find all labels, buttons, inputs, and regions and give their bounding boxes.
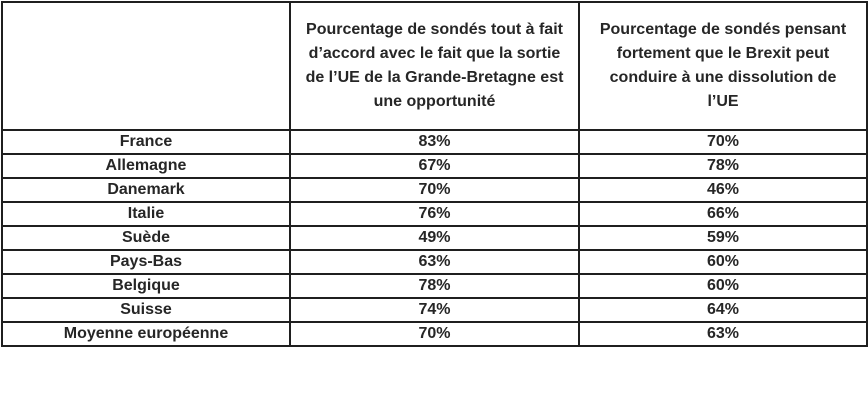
dissolution-value-cell: 60% (578, 273, 868, 299)
table-row: Allemagne 67% 78% (1, 153, 868, 179)
country-cell: Allemagne (1, 153, 291, 179)
opportunity-value-cell: 70% (289, 321, 580, 347)
table-row: Italie 76% 66% (1, 201, 868, 227)
opportunity-value-cell: 74% (289, 297, 580, 323)
table-row: Suisse 74% 64% (1, 297, 868, 323)
dissolution-value-cell: 46% (578, 177, 868, 203)
opportunity-value-cell: 83% (289, 129, 580, 155)
country-cell: Belgique (1, 273, 291, 299)
dissolution-value-cell: 78% (578, 153, 868, 179)
dissolution-value-cell: 70% (578, 129, 868, 155)
opportunity-value-cell: 76% (289, 201, 580, 227)
table-row: Pays-Bas 63% 60% (1, 249, 868, 275)
dissolution-value-cell: 64% (578, 297, 868, 323)
dissolution-value-cell: 66% (578, 201, 868, 227)
country-cell: Danemark (1, 177, 291, 203)
table-row: Suède 49% 59% (1, 225, 868, 251)
opportunity-value-cell: 63% (289, 249, 580, 275)
table-row: Danemark 70% 46% (1, 177, 868, 203)
dissolution-value-cell: 59% (578, 225, 868, 251)
table-row: Belgique 78% 60% (1, 273, 868, 299)
dissolution-value-cell: 60% (578, 249, 868, 275)
dissolution-value-cell: 63% (578, 321, 868, 347)
country-cell: Suisse (1, 297, 291, 323)
country-cell: France (1, 129, 291, 155)
country-cell: Pays-Bas (1, 249, 291, 275)
opportunity-column-header: Pourcentage de sondés tout à fait d’acco… (289, 1, 580, 131)
opportunity-value-cell: 70% (289, 177, 580, 203)
table-row: Moyenne européenne 70% 63% (1, 321, 868, 347)
country-column-header (1, 1, 291, 131)
header-row: Pourcentage de sondés tout à fait d’acco… (1, 1, 868, 131)
opportunity-value-cell: 67% (289, 153, 580, 179)
table-row: France 83% 70% (1, 129, 868, 155)
country-cell: Suède (1, 225, 291, 251)
country-cell: Moyenne européenne (1, 321, 291, 347)
brexit-survey-table: Pourcentage de sondés tout à fait d’acco… (1, 1, 868, 347)
opportunity-value-cell: 49% (289, 225, 580, 251)
dissolution-column-header: Pourcentage de sondés pensant fortement … (578, 1, 868, 131)
opportunity-value-cell: 78% (289, 273, 580, 299)
country-cell: Italie (1, 201, 291, 227)
